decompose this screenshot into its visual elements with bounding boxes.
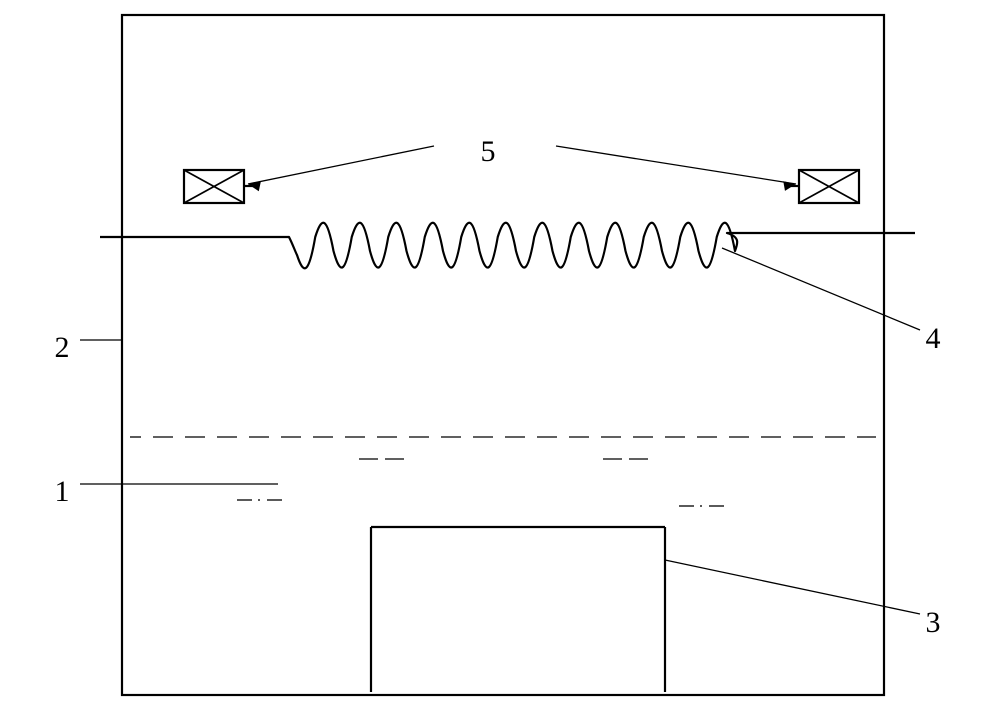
svg-text:4: 4 — [926, 322, 941, 355]
heater-box-right — [785, 170, 859, 203]
callout-5: 5 — [248, 135, 796, 191]
outer-vessel — [122, 15, 884, 695]
coil-icon — [100, 223, 915, 269]
callout-4: 4 — [722, 248, 941, 355]
svg-text:3: 3 — [926, 606, 941, 639]
svg-text:2: 2 — [55, 331, 70, 364]
inner-block — [371, 527, 665, 692]
callout-2: 2 — [55, 331, 123, 364]
callout-1: 1 — [55, 475, 279, 508]
svg-text:5: 5 — [481, 135, 496, 168]
liquid-marks — [237, 459, 724, 506]
heater-box-left — [184, 170, 258, 203]
svg-text:1: 1 — [55, 475, 70, 508]
callout-3: 3 — [665, 560, 941, 639]
